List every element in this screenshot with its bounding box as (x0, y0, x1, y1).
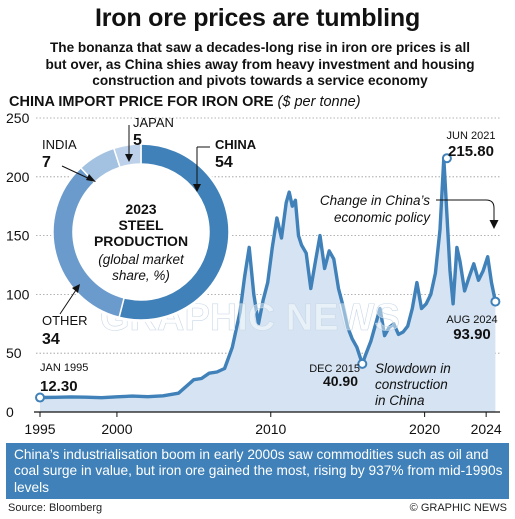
annotation-label: AUG 2024 (446, 314, 497, 326)
donut-label-name: OTHER (42, 313, 88, 328)
donut-label-value: 54 (215, 154, 233, 171)
leader-line (59, 286, 79, 315)
policy-arrowhead (489, 220, 499, 229)
slowdown-note-line: construction (375, 377, 448, 392)
annotation-value: 12.30 (40, 378, 78, 395)
y-tick-label: 200 (6, 169, 30, 185)
page-title: Iron ore prices are tumbling (94, 4, 421, 32)
donut-label-name: CHINA (215, 137, 257, 152)
annotation-label: DEC 2015 (309, 363, 360, 375)
x-tick-label: 2024 (471, 421, 502, 437)
annotation-label: JUN 2021 (447, 130, 496, 142)
y-tick-label: 100 (6, 286, 30, 302)
y-tick-label: 0 (6, 404, 14, 420)
donut-label-value: 34 (42, 331, 60, 348)
annotation-value: 93.90 (453, 326, 491, 343)
credit-text: © GRAPHIC NEWS (409, 502, 507, 514)
source-text: Source: Bloomberg (8, 502, 103, 514)
annotation-marker (357, 358, 368, 369)
donut-slice-china (118, 143, 230, 321)
footer-text: China’s industrialisation boom in early … (14, 447, 503, 495)
chart-heading-main: CHINA IMPORT PRICE FOR IRON ORE (9, 94, 274, 110)
leader-line (61, 165, 93, 181)
donut-subtitle-line: (global market (98, 252, 185, 267)
x-tick-label: 1995 (24, 421, 55, 437)
annotation-marker (441, 153, 452, 164)
policy-note-line: economic policy (334, 210, 431, 225)
policy-note-line: Change in China’s (320, 193, 430, 208)
annotation-label: JAN 1995 (40, 362, 88, 374)
donut-label-value: 5 (133, 132, 142, 149)
chart-heading: CHINA IMPORT PRICE FOR IRON ORE ($ per t… (9, 94, 361, 110)
x-tick-label: 2000 (101, 421, 132, 437)
page-subtitle: The bonanza that saw a decades-long rise… (45, 40, 475, 88)
donut-subtitle-line: share, %) (112, 268, 170, 283)
footer-box: China’s industrialisation boom in early … (6, 443, 509, 499)
donut-title-line: PRODUCTION (94, 233, 188, 249)
annotation-marker (35, 392, 45, 403)
leader-arrowhead (72, 284, 80, 293)
donut-background (51, 142, 231, 322)
x-tick-label: 2010 (255, 421, 286, 437)
y-tick-label: 150 (6, 228, 30, 244)
policy-arrow (436, 199, 495, 222)
annotation-value: 40.90 (323, 373, 358, 389)
leader-arrowhead (193, 184, 201, 192)
donut-label-name: INDIA (42, 137, 77, 152)
y-tick-label: 250 (6, 110, 30, 126)
donut-label-value: 7 (42, 154, 51, 171)
annotation-value: 215.80 (448, 143, 494, 160)
leader-arrowhead (125, 154, 133, 162)
slowdown-note-line: Slowdown in (375, 361, 451, 376)
annotation-marker (490, 296, 501, 307)
chart-heading-unit: ($ per tonne) (277, 94, 361, 110)
donut-title-line: 2023 (125, 201, 156, 217)
donut-label-name: JAPAN (133, 115, 174, 130)
donut-title-line: STEEL (118, 217, 164, 233)
price-line (39, 156, 498, 400)
x-tick-label: 2020 (409, 421, 440, 437)
slowdown-note-line: in China (375, 393, 425, 408)
leader-arrowhead (86, 174, 96, 182)
y-tick-label: 50 (6, 345, 22, 361)
